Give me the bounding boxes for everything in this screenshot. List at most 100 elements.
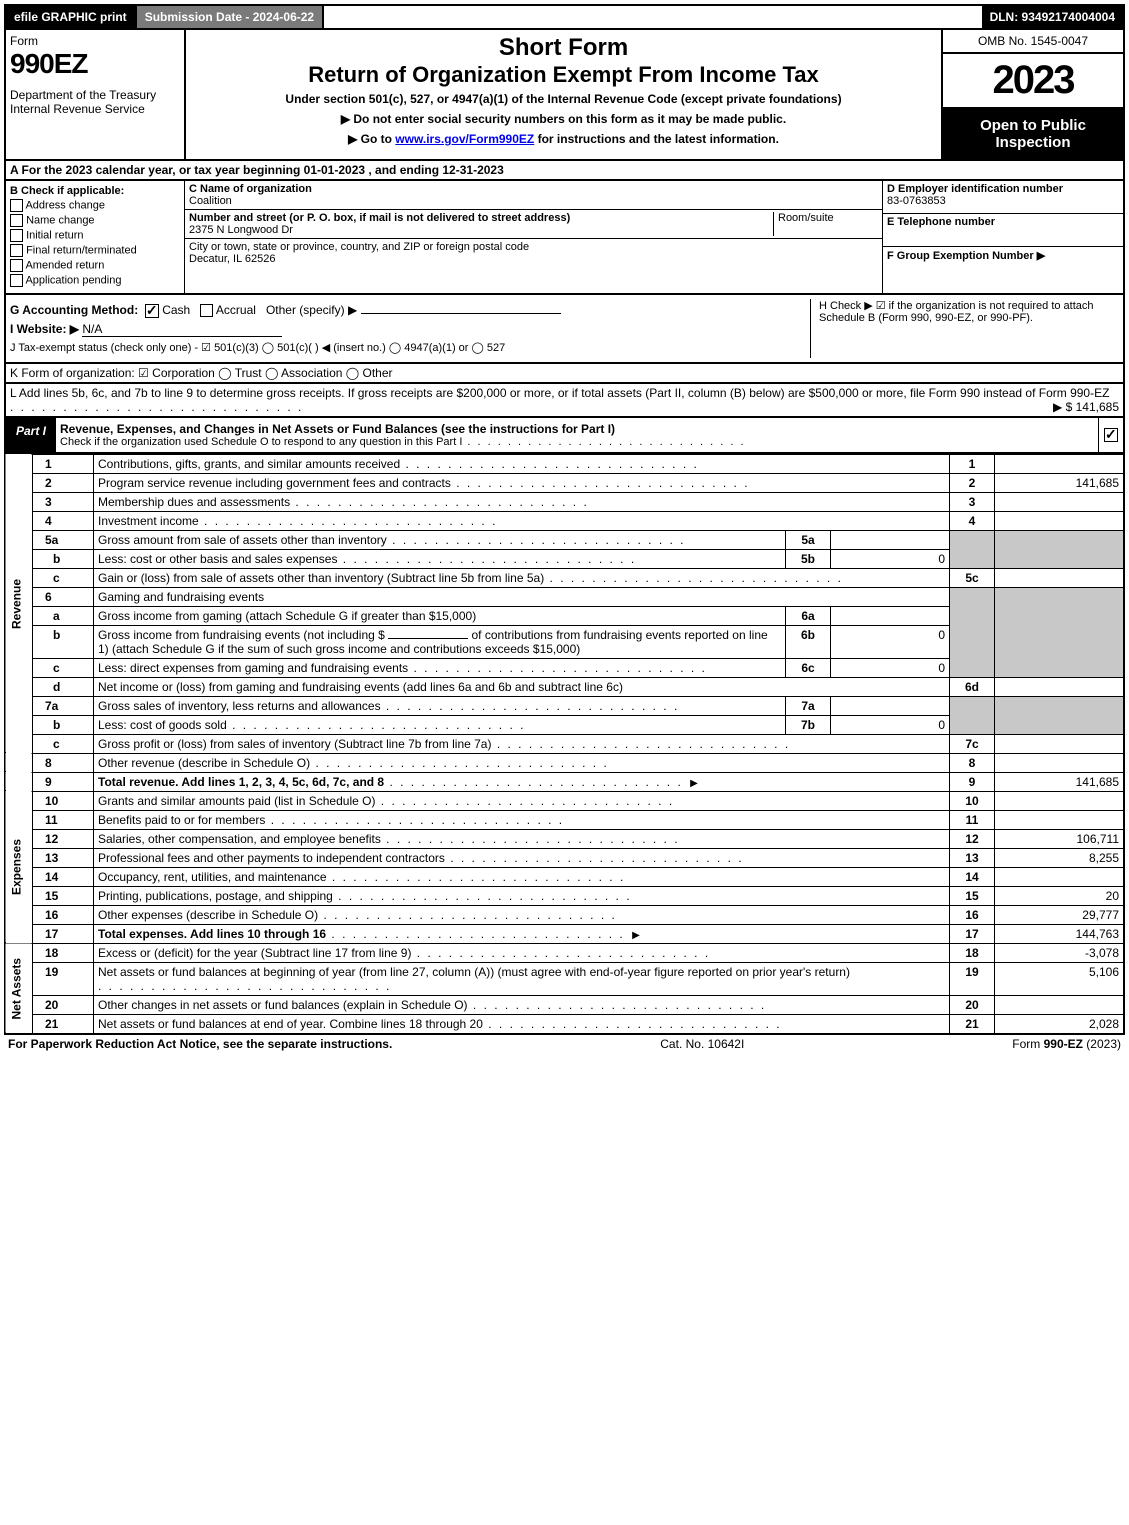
line-7b-inner: 0 bbox=[831, 715, 950, 734]
line-5c-desc: Gain or (loss) from sale of assets other… bbox=[94, 568, 950, 587]
line-7a-desc: Gross sales of inventory, less returns a… bbox=[94, 696, 786, 715]
h-schedule-b: H Check ▶ ☑ if the organization is not r… bbox=[810, 299, 1119, 358]
col-c-org-info: C Name of organization Coalition Number … bbox=[185, 181, 883, 293]
form-title-block: Short Form Return of Organization Exempt… bbox=[186, 30, 943, 159]
line-6d-amount bbox=[995, 677, 1125, 696]
l-text: L Add lines 5b, 6c, and 7b to line 9 to … bbox=[10, 386, 1109, 400]
chk-application-pending[interactable]: Application pending bbox=[10, 274, 180, 287]
form-header: Form 990EZ Department of the Treasury In… bbox=[4, 30, 1125, 161]
line-5b-inner: 0 bbox=[831, 549, 950, 568]
line-8-desc: Other revenue (describe in Schedule O) bbox=[94, 753, 950, 772]
line-10-amount bbox=[995, 791, 1125, 810]
col-def: D Employer identification number 83-0763… bbox=[883, 181, 1123, 293]
part-i-header: Part I Revenue, Expenses, and Changes in… bbox=[4, 418, 1125, 454]
line-21-amount: 2,028 bbox=[995, 1014, 1125, 1034]
line-15-amount: 20 bbox=[995, 886, 1125, 905]
line-2-desc: Program service revenue including govern… bbox=[94, 473, 950, 492]
d-ein-cell: D Employer identification number 83-0763… bbox=[883, 181, 1123, 214]
form-id-block: Form 990EZ Department of the Treasury In… bbox=[6, 30, 186, 159]
c-city-label: City or town, state or province, country… bbox=[189, 241, 529, 253]
line-18-amount: -3,078 bbox=[995, 943, 1125, 962]
line-14-desc: Occupancy, rent, utilities, and maintena… bbox=[94, 867, 950, 886]
line-9-desc: Total revenue. Add lines 1, 2, 3, 4, 5c,… bbox=[94, 772, 950, 791]
row-a-calendar-year: A For the 2023 calendar year, or tax yea… bbox=[4, 161, 1125, 181]
short-form-title: Short Form bbox=[190, 34, 937, 62]
line-6a-inner bbox=[831, 606, 950, 625]
line-12-amount: 106,711 bbox=[995, 829, 1125, 848]
line-12-desc: Salaries, other compensation, and employ… bbox=[94, 829, 950, 848]
link-prefix: ▶ Go to bbox=[348, 132, 395, 146]
chk-accrual[interactable] bbox=[200, 304, 213, 317]
chk-final-return[interactable]: Final return/terminated bbox=[10, 244, 180, 257]
line-11-amount bbox=[995, 810, 1125, 829]
c-room-label: Room/suite bbox=[778, 212, 834, 224]
line-3-desc: Membership dues and assessments bbox=[94, 492, 950, 511]
c-name-cell: C Name of organization Coalition bbox=[185, 181, 882, 210]
line-16-desc: Other expenses (describe in Schedule O) bbox=[94, 905, 950, 924]
link-suffix: for instructions and the latest informat… bbox=[534, 132, 779, 146]
form-word: Form bbox=[10, 34, 180, 48]
line-5a-inner bbox=[831, 530, 950, 549]
line-6c-inner: 0 bbox=[831, 658, 950, 677]
footer-right: Form 990-EZ (2023) bbox=[1012, 1037, 1121, 1051]
line-19-desc: Net assets or fund balances at beginning… bbox=[94, 962, 950, 995]
line-4-amount bbox=[995, 511, 1125, 530]
g-accounting-method: G Accounting Method: Cash Accrual Other … bbox=[10, 303, 810, 318]
part-i-tab: Part I bbox=[6, 418, 56, 452]
footer-center: Cat. No. 10642I bbox=[660, 1037, 744, 1051]
chk-name-change[interactable]: Name change bbox=[10, 214, 180, 227]
c-name-label: C Name of organization bbox=[189, 183, 878, 195]
col-b-checkboxes: B Check if applicable: Address change Na… bbox=[6, 181, 185, 293]
chk-amended-return[interactable]: Amended return bbox=[10, 259, 180, 272]
part-i-table: Revenue 1 Contributions, gifts, grants, … bbox=[4, 454, 1125, 1035]
chk-cash[interactable] bbox=[145, 304, 159, 318]
efile-label[interactable]: efile GRAPHIC print bbox=[6, 6, 137, 28]
side-label-netassets: Net Assets bbox=[5, 943, 33, 1034]
other-specify-field[interactable] bbox=[361, 313, 561, 314]
line-2-amount: 141,685 bbox=[995, 473, 1125, 492]
line-17-amount: 144,763 bbox=[995, 924, 1125, 943]
line-7b-desc: Less: cost of goods sold bbox=[94, 715, 786, 734]
line-9-amount: 141,685 bbox=[995, 772, 1125, 791]
chk-initial-return[interactable]: Initial return bbox=[10, 229, 180, 242]
line-21-desc: Net assets or fund balances at end of ye… bbox=[94, 1014, 950, 1034]
line-5b-desc: Less: cost or other basis and sales expe… bbox=[94, 549, 786, 568]
b-label: B Check if applicable: bbox=[10, 185, 180, 197]
f-group-cell: F Group Exemption Number ▶ bbox=[883, 247, 1123, 279]
line-4-desc: Investment income bbox=[94, 511, 950, 530]
d-value: 83-0763853 bbox=[887, 195, 946, 207]
line-18-desc: Excess or (deficit) for the year (Subtra… bbox=[94, 943, 950, 962]
open-public-badge: Open to Public Inspection bbox=[943, 109, 1123, 159]
line-15-desc: Printing, publications, postage, and shi… bbox=[94, 886, 950, 905]
c-street-label: Number and street (or P. O. box, if mail… bbox=[189, 212, 570, 224]
line-7c-amount bbox=[995, 734, 1125, 753]
j-tax-exempt-status: J Tax-exempt status (check only one) - ☑… bbox=[10, 341, 810, 354]
website-value: N/A bbox=[82, 322, 282, 337]
section-bcdef: B Check if applicable: Address change Na… bbox=[4, 181, 1125, 295]
e-phone-cell: E Telephone number bbox=[883, 214, 1123, 247]
line-19-amount: 5,106 bbox=[995, 962, 1125, 995]
side-label-revenue: Revenue bbox=[5, 454, 33, 753]
c-street-row: Number and street (or P. O. box, if mail… bbox=[185, 210, 882, 239]
irs-link[interactable]: www.irs.gov/Form990EZ bbox=[395, 132, 534, 146]
line-1-desc: Contributions, gifts, grants, and simila… bbox=[94, 454, 950, 473]
part-i-schedule-o-check[interactable] bbox=[1098, 418, 1123, 452]
e-label: E Telephone number bbox=[887, 216, 1119, 228]
header-right-block: OMB No. 1545-0047 2023 Open to Public In… bbox=[943, 30, 1123, 159]
line-6b-desc: Gross income from fundraising events (no… bbox=[94, 625, 786, 658]
c-city-value: Decatur, IL 62526 bbox=[189, 253, 275, 265]
line-20-amount bbox=[995, 995, 1125, 1014]
line-11-desc: Benefits paid to or for members bbox=[94, 810, 950, 829]
line-5c-amount bbox=[995, 568, 1125, 587]
line-6d-desc: Net income or (loss) from gaming and fun… bbox=[94, 677, 950, 696]
line-10-desc: Grants and similar amounts paid (list in… bbox=[94, 791, 950, 810]
line-6c-desc: Less: direct expenses from gaming and fu… bbox=[94, 658, 786, 677]
line-17-desc: Total expenses. Add lines 10 through 16 bbox=[94, 924, 950, 943]
line-6-desc: Gaming and fundraising events bbox=[94, 587, 950, 606]
row-k-form-of-org: K Form of organization: ☑ Corporation ◯ … bbox=[4, 364, 1125, 384]
line-14-amount bbox=[995, 867, 1125, 886]
instructions-link-row: ▶ Go to www.irs.gov/Form990EZ for instru… bbox=[190, 132, 937, 146]
row-l-gross-receipts: L Add lines 5b, 6c, and 7b to line 9 to … bbox=[4, 384, 1125, 418]
chk-address-change[interactable]: Address change bbox=[10, 199, 180, 212]
side-label-expenses: Expenses bbox=[5, 791, 33, 943]
